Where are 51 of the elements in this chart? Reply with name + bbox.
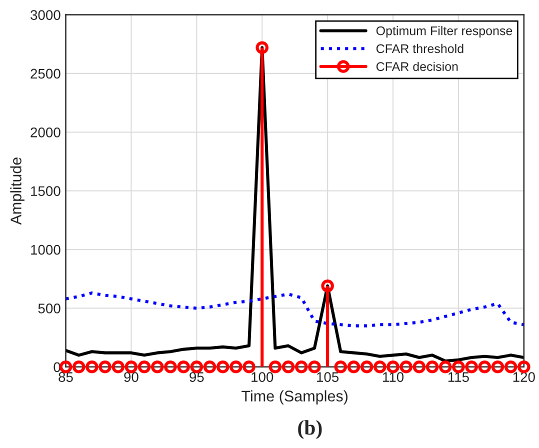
point <box>308 360 321 374</box>
point <box>138 360 151 374</box>
text: (b) <box>298 420 322 440</box>
point <box>150 360 164 374</box>
point <box>438 360 452 374</box>
point <box>177 360 190 374</box>
point <box>203 360 216 374</box>
point <box>478 360 492 374</box>
point <box>347 360 360 374</box>
point <box>491 360 504 374</box>
point <box>360 360 374 374</box>
point <box>268 360 282 374</box>
point <box>426 360 439 374</box>
point <box>465 360 478 374</box>
x-tick-label: 85 <box>58 372 73 382</box>
point <box>334 360 348 374</box>
y-tick-label: 500 <box>38 304 60 314</box>
point <box>230 360 242 374</box>
y-tick-label: 1000 <box>31 244 60 255</box>
x-axis-title: Time (Samples) <box>242 390 348 405</box>
point <box>112 360 125 374</box>
x-tick-label: 115 <box>448 372 469 382</box>
point <box>412 360 426 374</box>
point <box>98 360 112 374</box>
x-tick-label: 100 <box>252 372 274 382</box>
legend-label: CFAR decision <box>376 62 458 72</box>
x-tick-label: 105 <box>317 372 339 382</box>
y-tick-label: 2000 <box>30 127 60 138</box>
point <box>504 360 518 374</box>
y-tick-label: 1500 <box>31 186 60 196</box>
point <box>164 360 177 374</box>
y-tick-label: 3000 <box>30 10 60 20</box>
point <box>294 360 308 374</box>
legend-label: Optimum Filter response <box>376 26 512 38</box>
y-tick-label: 2500 <box>30 68 60 79</box>
point <box>400 360 412 374</box>
x-tick-label: 120 <box>513 372 535 382</box>
line-series <box>66 291 524 328</box>
point <box>374 360 386 374</box>
point <box>216 360 230 374</box>
legend-label: CFAR threshold <box>376 44 464 54</box>
point <box>256 41 268 54</box>
x-tick-label: 110 <box>382 372 404 382</box>
y-axis-title: Amplitude <box>10 158 24 225</box>
x-tick-label: 95 <box>190 372 204 382</box>
point <box>321 280 334 292</box>
point <box>282 360 295 374</box>
point <box>86 360 98 374</box>
point <box>242 360 256 374</box>
point <box>72 360 86 374</box>
x-tick-label: 90 <box>124 372 138 382</box>
